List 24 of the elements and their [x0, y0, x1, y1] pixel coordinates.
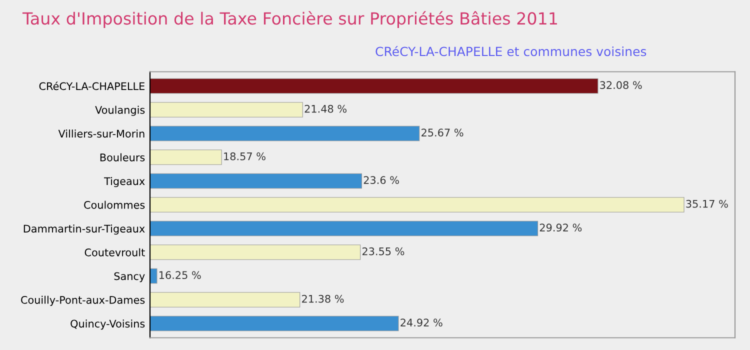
data-label: 23.55 %	[362, 247, 404, 256]
y-tick-label: Quincy-Voisins	[70, 320, 145, 330]
chart-title: Taux d'Imposition de la Taxe Foncière sur Propriétés Bâties 2011	[22, 11, 557, 28]
y-tick-label: Coutevroult	[84, 248, 145, 256]
data-label: 21.48 %	[304, 104, 346, 113]
y-tick-label: Coulommes	[84, 200, 145, 209]
y-tick-label: Voulangis	[95, 106, 145, 116]
y-tick-label: Tigeaux	[104, 177, 145, 188]
data-label: 18.57 %	[224, 152, 266, 160]
chart-subtitle: CRéCY-LA-CHAPELLE et communes voisines	[376, 46, 646, 56]
data-label: 21.38 %	[302, 294, 344, 303]
data-label: 29.92 %	[540, 224, 582, 232]
y-tick-label: Bouleurs	[100, 153, 145, 162]
y-tick-label: Dammartin-sur-Tigeaux	[24, 224, 145, 235]
y-tick-label: Couilly-Pont-aux-Dames	[21, 296, 145, 306]
data-label: 16.25 %	[159, 271, 201, 280]
y-tick-label: Sancy	[114, 272, 145, 282]
data-label: 23.6 %	[364, 176, 399, 184]
data-label: 25.67 %	[422, 128, 464, 137]
data-label: 35.17 %	[686, 200, 728, 208]
data-label: 32.08 %	[600, 81, 642, 90]
y-tick-label: Villiers-sur-Morin	[58, 130, 144, 138]
y-tick-label: CRéCY-LA-CHAPELLE	[39, 82, 144, 90]
data-label: 24.92 %	[400, 318, 442, 327]
